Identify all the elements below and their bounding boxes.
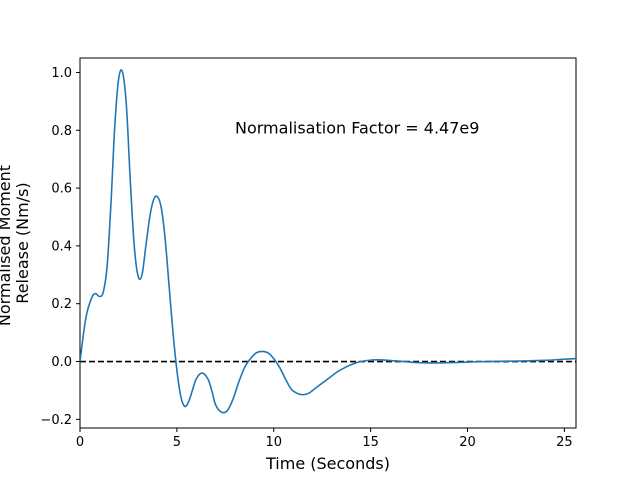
normalisation-annotation: Normalisation Factor = 4.47e9 <box>235 118 479 137</box>
y-tick-label: 0.2 <box>51 297 72 312</box>
x-tick-label: 5 <box>173 435 181 450</box>
plot-area-frame <box>79 57 577 429</box>
x-tick-label: 20 <box>459 435 476 450</box>
y-tick-label: 0.6 <box>51 182 72 197</box>
y-axis-ticks: −0.2 0.0 0.2 0.4 0.6 0.8 1.0 <box>40 66 80 428</box>
x-tick-label: 25 <box>556 435 573 450</box>
y-tick-label: 1.0 <box>51 66 72 81</box>
x-axis-label: Time (Seconds) <box>265 454 390 473</box>
x-tick-label: 15 <box>362 435 379 450</box>
moment-release-line <box>80 69 576 414</box>
y-axis-label-line-1: Normalised Moment <box>0 165 14 326</box>
y-axis-label-line-2: Release (Nm/s) <box>13 182 32 303</box>
x-tick-label: 10 <box>265 435 282 450</box>
x-axis-ticks: 0 5 10 15 20 25 <box>76 428 573 450</box>
y-tick-label: 0.8 <box>51 124 72 139</box>
y-tick-label: 0.0 <box>51 355 72 370</box>
y-axis-label: Normalised Moment Release (Nm/s) <box>0 160 32 326</box>
y-tick-label: 0.4 <box>51 239 72 254</box>
y-tick-label: −0.2 <box>40 413 72 428</box>
x-tick-label: 0 <box>76 435 84 450</box>
